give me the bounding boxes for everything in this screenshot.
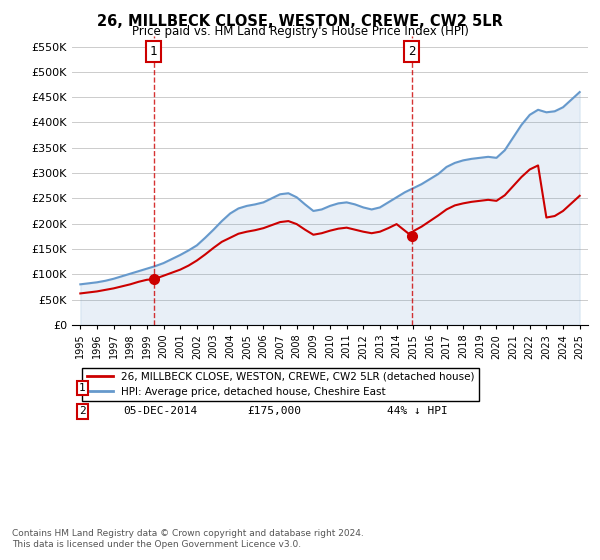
Text: £175,000: £175,000	[247, 407, 301, 416]
Text: 1: 1	[79, 383, 86, 393]
Text: £90,000: £90,000	[247, 383, 295, 393]
Text: Contains HM Land Registry data © Crown copyright and database right 2024.
This d: Contains HM Land Registry data © Crown c…	[12, 529, 364, 549]
Text: 23% ↓ HPI: 23% ↓ HPI	[387, 383, 448, 393]
Text: 26-MAY-1999: 26-MAY-1999	[124, 383, 198, 393]
Legend: 26, MILLBECK CLOSE, WESTON, CREWE, CW2 5LR (detached house), HPI: Average price,: 26, MILLBECK CLOSE, WESTON, CREWE, CW2 5…	[82, 367, 479, 401]
Text: 2: 2	[408, 45, 416, 58]
Text: 05-DEC-2014: 05-DEC-2014	[124, 407, 198, 416]
Text: 26, MILLBECK CLOSE, WESTON, CREWE, CW2 5LR: 26, MILLBECK CLOSE, WESTON, CREWE, CW2 5…	[97, 14, 503, 29]
Text: 1: 1	[150, 45, 157, 58]
Text: 2: 2	[79, 407, 86, 416]
Text: 44% ↓ HPI: 44% ↓ HPI	[387, 407, 448, 416]
Text: Price paid vs. HM Land Registry's House Price Index (HPI): Price paid vs. HM Land Registry's House …	[131, 25, 469, 38]
